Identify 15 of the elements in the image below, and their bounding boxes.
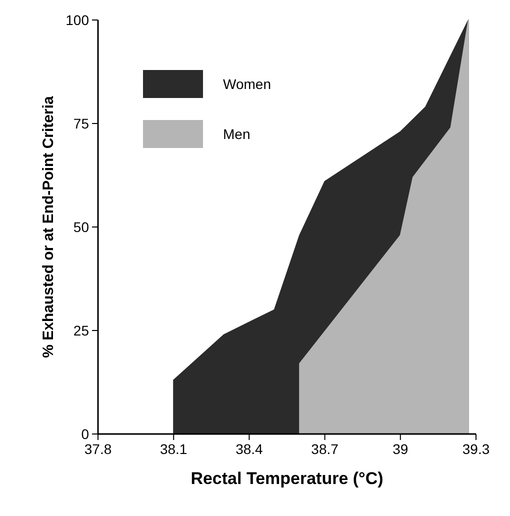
y-tick-label: 100 — [66, 12, 90, 28]
x-tick-label: 39.3 — [462, 441, 490, 457]
y-tick-label: 75 — [73, 116, 90, 132]
legend-label: Men — [223, 126, 250, 142]
y-tick-label: 25 — [73, 322, 90, 338]
x-tick-label: 38.1 — [160, 441, 188, 457]
y-tick-label: 0 — [81, 426, 90, 442]
x-tick-label: 39 — [392, 441, 408, 457]
x-axis-title: Rectal Temperature (°C) — [190, 469, 384, 488]
y-axis-title: % Exhausted or at End-Point Criteria — [40, 95, 57, 358]
x-tick-label: 38.7 — [311, 441, 339, 457]
x-tick-label: 37.8 — [84, 441, 112, 457]
y-tick-label: 50 — [73, 219, 90, 235]
legend-label: Women — [223, 76, 271, 92]
x-tick-label: 38.4 — [236, 441, 264, 457]
